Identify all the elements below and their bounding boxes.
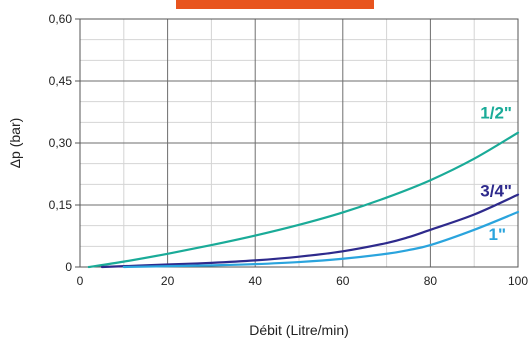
y-tick-label: 0 — [65, 260, 72, 274]
series-label-1: 1/2" — [480, 104, 512, 123]
x-tick-label: 100 — [508, 274, 528, 288]
x-tick-label: 40 — [249, 274, 263, 288]
y-tick-label: 0,45 — [49, 74, 73, 88]
series-line-3 — [122, 210, 520, 269]
series-label-2: 3/4" — [480, 182, 512, 201]
y-tick-label: 0,15 — [49, 198, 73, 212]
x-tick-label: 20 — [161, 274, 175, 288]
x-tick-label: 80 — [424, 274, 438, 288]
x-tick-labels: 0 20 40 60 80 100 — [77, 274, 529, 288]
series-labels: 1/2" 3/4" 1" — [480, 104, 512, 244]
x-tick-label: 60 — [336, 274, 350, 288]
y-tick-label: 0,60 — [49, 12, 73, 26]
x-axis-title: Débit (Litre/min) — [249, 322, 349, 338]
y-tick-label: 0,30 — [49, 136, 73, 150]
y-axis-title: Δp (bar) — [7, 118, 23, 169]
series-lines — [87, 131, 520, 269]
series-line-2 — [100, 193, 520, 269]
y-tick-labels: 0 0,15 0,30 0,45 0,60 — [49, 12, 80, 274]
series-line-1 — [87, 131, 520, 269]
header-bar — [176, 0, 374, 9]
grid-lines — [80, 19, 518, 267]
x-tick-label: 0 — [77, 274, 84, 288]
series-label-3: 1" — [488, 225, 506, 244]
